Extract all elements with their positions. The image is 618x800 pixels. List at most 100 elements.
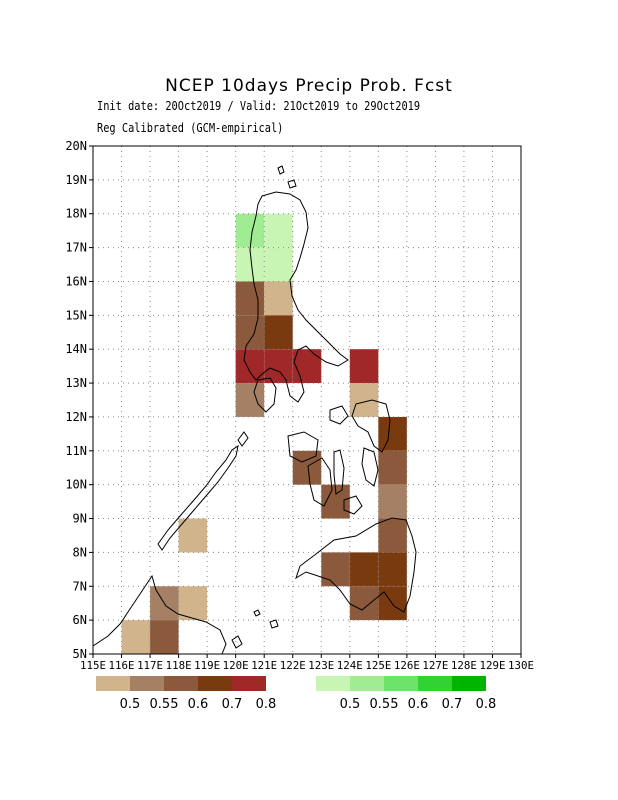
probability-cell [150,620,179,654]
x-tick-label: 119E [194,659,220,672]
probability-cell [378,518,407,553]
probability-cell [321,552,350,587]
y-tick-label: 12N [65,410,87,424]
y-tick-label: 14N [65,342,87,356]
coastline-palawan [157,444,239,551]
coastline-batanes [277,165,285,175]
legend-swatch [350,676,384,691]
coastline-mindoro [253,377,277,413]
wet-legend: 0.5 0.55 0.6 0.7 0.8 [316,676,496,712]
probability-cell [264,349,293,384]
legend-label: 0.6 [188,697,209,712]
probability-cell [292,349,322,384]
x-tick-label: 115E [80,659,106,672]
plot-frame [92,145,522,655]
coastline-leyte [361,447,379,487]
legend-swatch [316,676,350,691]
legend-label: 0.6 [408,697,429,712]
x-tick-label: 123E [308,659,334,672]
coastline-babuyan [287,179,297,189]
map-title: NCEP 10days Precip Prob. Fcst [165,76,453,96]
probability-cell [235,281,265,316]
probability-cell [349,586,379,621]
x-tick-label: 124E [337,659,363,672]
probability-cell [121,620,151,654]
coastline-borneo [92,574,227,655]
coastline-sulu [231,609,279,649]
x-tick-label: 117E [137,659,163,672]
probability-cell [378,450,407,485]
legend-label: 0.55 [370,697,399,712]
legend-swatch [384,676,418,691]
probability-cell [235,213,265,248]
y-tick-label: 8N [73,545,87,559]
probability-cell [178,518,208,553]
y-tick-label: 7N [73,579,87,593]
legend: 0.5 0.55 0.6 0.7 0.8 0.5 0.55 0.6 0.7 0.8 [96,676,496,712]
x-tick-label: 129E [479,659,505,672]
x-tick-label: 121E [251,659,277,672]
legend-swatch [198,676,232,691]
coastline-mindanao [295,517,417,613]
y-tick-label: 10N [65,478,87,492]
probability-cell [235,349,265,384]
x-tick-label: 126E [394,659,420,672]
probability-cell [235,383,265,417]
probability-cell [178,586,208,621]
legend-swatch [232,676,266,691]
y-tick-label: 13N [65,376,87,390]
legend-swatch [452,676,486,691]
y-tick-label: 6N [73,613,87,627]
x-tick-label: 116E [109,659,135,672]
y-tick-label: 18N [65,207,87,221]
probability-cell [264,213,293,248]
y-tick-label: 5N [73,647,87,661]
legend-label: 0.7 [222,697,243,712]
y-tick-label: 9N [73,512,87,526]
y-tick-label: 20N [65,139,87,153]
x-tick-label: 120E [223,659,249,672]
coastline-cebu [333,449,345,495]
probability-cell [378,484,407,519]
probability-cell [264,247,293,282]
probability-cell [292,450,322,485]
legend-swatch [418,676,452,691]
calibration-subtitle: Reg Calibrated (GCM-empirical) [97,121,284,135]
dry-legend: 0.5 0.55 0.6 0.7 0.8 [96,676,276,712]
legend-label: 0.8 [256,697,277,712]
x-axis-ticks: 115E 116E 117E 118E 119E 120E 121E 122E 123E 124E… [80,654,534,672]
x-tick-label: 122E [280,659,306,672]
probability-cell [264,315,293,350]
probability-cell [235,315,265,350]
x-tick-label: 130E [508,659,534,672]
legend-label: 0.55 [150,697,179,712]
y-tick-label: 16N [65,274,87,288]
coastline-negros [307,457,333,507]
legend-label: 0.8 [476,697,497,712]
legend-swatch [96,676,130,691]
x-tick-label: 127E [422,659,448,672]
y-tick-label: 19N [65,173,87,187]
y-tick-label: 17N [65,241,87,255]
x-tick-label: 125E [365,659,391,672]
coastline-samar [351,399,391,453]
x-tick-label: 128E [451,659,477,672]
probability-cell [264,281,293,316]
coastline-bohol [343,495,363,515]
coastline-palawan-north [237,431,249,447]
probability-cell [349,383,379,417]
probability-cell [378,416,407,451]
x-tick-label: 118E [166,659,192,672]
legend-label: 0.5 [340,697,361,712]
y-tick-label: 11N [65,444,87,458]
coastline [92,165,417,655]
probability-cell [349,349,379,384]
probability-cell [349,552,379,587]
legend-label: 0.5 [120,697,141,712]
legend-swatch [164,676,198,691]
probability-cell [378,552,407,587]
coastline-panay [287,431,319,463]
init-valid-date-subtitle: Init date: 20Oct2019 / Valid: 21Oct2019 … [97,99,421,113]
coastline-masbate [329,405,349,425]
